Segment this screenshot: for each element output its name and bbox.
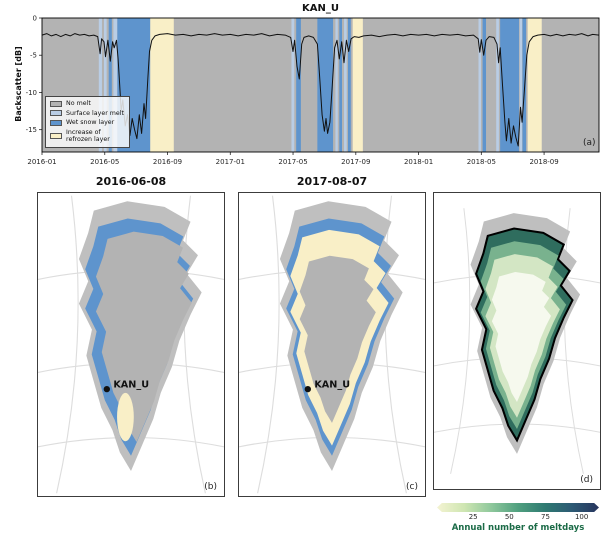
panel-c-corner-label: (c)	[406, 482, 418, 492]
meltdays-colorbar: 25 50 75 100 Annual number of meltdays	[437, 503, 599, 539]
x-tick-label: 2016-09	[153, 158, 182, 166]
backscatter-line	[41, 33, 600, 147]
y-tick-label: -10	[26, 89, 37, 97]
axes-layer: 0 -5 -10 -15 2016-01 2016-05 2016-09 2017-01 201…	[26, 14, 600, 166]
refrozen-patch	[117, 392, 134, 442]
greenland-meltdays-map	[434, 208, 600, 474]
melt-band-surface_melt	[496, 18, 499, 152]
panel-b-map: KAN_U (b)	[37, 192, 225, 497]
legend-item-surface-melt: Surface layer melt	[50, 110, 124, 118]
y-tick-label: 0	[33, 14, 37, 22]
melt-band-wet_snow	[522, 18, 527, 152]
x-tick-label: 2018-09	[529, 158, 558, 166]
x-tick-label: 2018-05	[467, 158, 496, 166]
y-tick-label: -5	[30, 52, 37, 60]
x-tick-label: 2016-01	[27, 158, 56, 166]
timeseries-plot: 0 -5 -10 -15 2016-01 2016-05 2016-09 2017-01 201…	[26, 14, 600, 166]
melt-band-surface_melt	[344, 18, 347, 152]
kan-u-marker	[304, 385, 311, 393]
colorbar-label: Annual number of meltdays	[451, 523, 585, 533]
melt-band-surface_melt	[335, 18, 338, 152]
melt-band-surface_melt	[103, 18, 107, 152]
wet-snow-swatch	[50, 119, 62, 126]
meltdays-interior	[491, 271, 552, 402]
panel-c-map: KAN_U (c)	[238, 192, 426, 497]
panel-d-map: (d)	[433, 192, 601, 490]
legend-item-no-melt: No melt	[50, 100, 124, 108]
panel-b-corner-label: (b)	[204, 482, 217, 492]
legend-label: Increase of refrozen layer	[66, 128, 110, 144]
legend-item-refrozen: Increase of refrozen layer	[50, 129, 124, 144]
kan-u-marker	[103, 385, 110, 393]
melt-band-surface_melt	[291, 18, 295, 152]
melt-band-wet_snow	[317, 18, 334, 152]
panel-a-corner-label: (a)	[583, 138, 596, 148]
kan-u-label: KAN_U	[314, 379, 350, 390]
greenland-map-2016-06-08: KAN_U	[38, 195, 224, 494]
melt-band-surface_melt	[478, 18, 482, 152]
melt-band-wet_snow	[339, 18, 342, 152]
melt-band-surface_melt	[98, 18, 102, 152]
melt-band-surface_melt	[113, 18, 118, 152]
refrozen-swatch	[50, 133, 62, 140]
x-tick-label: 2018-01	[404, 158, 433, 166]
melt-band-wet_snow	[296, 18, 301, 152]
melt-band-wet_snow	[108, 18, 112, 152]
kan-u-label: KAN_U	[113, 379, 149, 390]
melt-band-refrozen	[150, 18, 174, 152]
colorbar-ticks: 25 50 75 100	[437, 512, 599, 522]
panel-b-title: 2016-06-08	[95, 175, 167, 188]
melt-band-surface_melt	[519, 18, 523, 152]
legend-label: No melt	[66, 100, 91, 107]
panel-a-timeseries: KAN_U Backscatter [dB] 0 -5 -10 -15 2016-01 2…	[0, 0, 611, 172]
melt-band-wet_snow	[347, 18, 351, 152]
y-tick-label: -15	[26, 126, 37, 134]
colorbar-tick-label: 25	[468, 513, 478, 521]
surface-melt-swatch	[50, 110, 62, 117]
colorbar-gradient	[437, 503, 599, 512]
x-tick-label: 2016-05	[90, 158, 119, 166]
legend-label: Surface layer melt	[66, 109, 125, 117]
x-tick-label: 2017-05	[278, 158, 307, 166]
melt-band-wet_snow	[482, 18, 487, 152]
x-tick-label: 2017-09	[341, 158, 370, 166]
melt-band-refrozen	[527, 18, 542, 152]
colorbar-tick-label: 50	[504, 513, 514, 521]
colorbar-tick-label: 100	[574, 513, 589, 521]
no-melt-swatch	[50, 100, 62, 107]
no-melt-interior	[299, 255, 376, 423]
melt-legend: No melt Surface layer melt Wet snow laye…	[45, 96, 131, 148]
panel-d-corner-label: (d)	[580, 475, 593, 485]
panel-a-title: KAN_U	[302, 3, 339, 14]
colorbar-tick-label: 75	[541, 513, 550, 521]
melt-band-refrozen	[352, 18, 363, 152]
x-tick-label: 2017-01	[216, 158, 245, 166]
plot-border	[41, 17, 600, 153]
panel-c-title: 2017-08-07	[296, 175, 368, 188]
greenland-map-2017-08-07: KAN_U	[239, 195, 425, 494]
no-melt-interior	[95, 231, 192, 443]
legend-label: Wet snow layer	[66, 119, 115, 127]
legend-item-wet-snow: Wet snow layer	[50, 119, 124, 127]
